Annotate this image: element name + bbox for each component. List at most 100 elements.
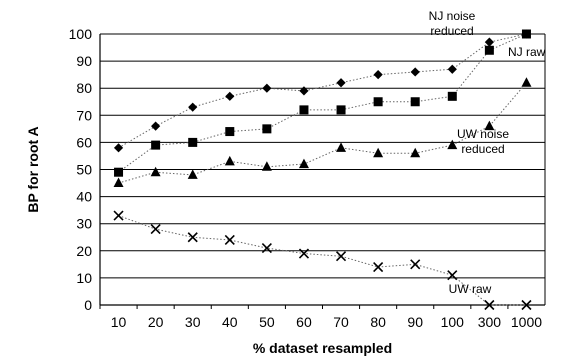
data-point-square [262, 124, 272, 134]
data-point-square [373, 97, 383, 107]
y-tick-label: 70 [76, 107, 92, 123]
data-point-diamond [336, 78, 346, 88]
y-tick-label: 20 [76, 243, 92, 259]
data-point-x [447, 270, 458, 281]
data-point-diamond [447, 64, 457, 74]
data-point-x [187, 232, 198, 243]
data-point-square [447, 91, 457, 101]
data-point-triangle [336, 142, 347, 152]
x-mark-stroke [373, 261, 384, 273]
y-tick-label: 60 [76, 134, 92, 150]
x-mark-stroke [484, 299, 495, 311]
x-tick-label: 30 [185, 314, 201, 330]
x-tick-label: 50 [259, 314, 275, 330]
y-tick-label: 30 [76, 216, 92, 232]
data-point-square [336, 105, 346, 115]
data-point-diamond [188, 102, 198, 112]
data-point-diamond [151, 121, 161, 131]
data-point-square [151, 140, 161, 150]
annotation-line: NJ raw [508, 45, 546, 59]
data-point-square [299, 105, 309, 115]
y-tick-label: 100 [69, 26, 93, 42]
data-point-triangle [113, 177, 124, 188]
data-point-triangle [373, 147, 384, 158]
x-mark-stroke [224, 234, 235, 246]
x-mark-stroke [113, 210, 124, 221]
x-mark-stroke [335, 251, 347, 262]
axes [99, 34, 546, 309]
data-point-x [484, 299, 495, 311]
data-point-diamond [299, 86, 309, 96]
data-point-diamond [373, 70, 383, 80]
x-tick-label: 20 [148, 314, 164, 330]
data-point-triangle [150, 166, 161, 177]
x-tick-label: 70 [333, 314, 349, 330]
x-mark-stroke [261, 243, 272, 254]
data-point-x [224, 234, 235, 246]
x-mark-stroke [150, 224, 161, 235]
data-point-x [335, 251, 347, 262]
x-tick-label: 100 [441, 314, 465, 330]
x-mark-stroke [298, 248, 310, 259]
y-axis-label: BP for root A [25, 126, 41, 212]
x-tick-label: 80 [370, 314, 386, 330]
y-tick-label: 80 [76, 80, 92, 96]
annotation-line: reduced [461, 142, 504, 156]
annotation-line: UW raw [449, 282, 492, 296]
y-tick-label: 90 [76, 53, 92, 69]
annotation-line: reduced [430, 24, 473, 38]
data-point-x [521, 299, 532, 311]
data-point-x [410, 259, 421, 270]
data-point-triangle [261, 161, 272, 171]
data-point-triangle [298, 158, 309, 169]
x-tick-label: 60 [296, 314, 312, 330]
x-mark-stroke [521, 299, 532, 311]
data-point-square [521, 29, 531, 39]
y-tick-label: 40 [76, 189, 92, 205]
data-point-x [150, 224, 161, 235]
annotation-line: NJ noise [429, 9, 476, 23]
y-tick-label: 0 [84, 297, 92, 313]
data-point-square [188, 137, 198, 147]
x-mark-stroke [410, 259, 421, 270]
data-point-square [410, 97, 420, 107]
series-line [118, 215, 527, 306]
series-markers [113, 29, 532, 311]
x-tick-label: 40 [222, 314, 238, 330]
data-point-diamond [113, 143, 124, 153]
data-point-x [113, 210, 124, 221]
data-point-diamond [410, 67, 420, 77]
data-point-square [225, 127, 235, 137]
x-tick-label: 300 [478, 314, 502, 330]
series-annotation: NJ raw [508, 45, 546, 59]
data-point-triangle [447, 139, 458, 150]
x-tick-label: 90 [407, 314, 423, 330]
data-point-diamond [484, 37, 494, 47]
data-point-x [261, 243, 272, 254]
data-point-x [373, 261, 384, 273]
data-point-triangle [484, 120, 495, 131]
x-axis-label: % dataset resampled [253, 340, 392, 356]
data-point-triangle [224, 155, 235, 166]
series-annotation: NJ noise reduced [429, 9, 476, 38]
x-tick-label: 10 [111, 314, 127, 330]
x-mark-stroke [187, 232, 198, 243]
data-point-triangle [410, 147, 421, 158]
y-tick-label: 50 [76, 162, 92, 178]
tick-labels: 0 10 20 30 40 50 60 70 80 90 100 10 20 30 40 50 60 70 80 90… [69, 26, 543, 330]
data-point-square [484, 45, 494, 55]
series-annotation: UW raw [449, 282, 492, 296]
x-tick-label: 1000 [511, 314, 542, 330]
data-point-square [114, 167, 124, 177]
series-line [118, 33, 527, 149]
series-line [118, 82, 527, 184]
series-annotation: UW noise reduced [457, 127, 509, 156]
data-point-diamond [262, 83, 272, 93]
gridlines [100, 33, 545, 279]
annotation-line: UW noise [457, 127, 509, 141]
data-point-triangle [521, 77, 532, 87]
series-lines [118, 33, 527, 306]
data-point-diamond [225, 91, 235, 101]
